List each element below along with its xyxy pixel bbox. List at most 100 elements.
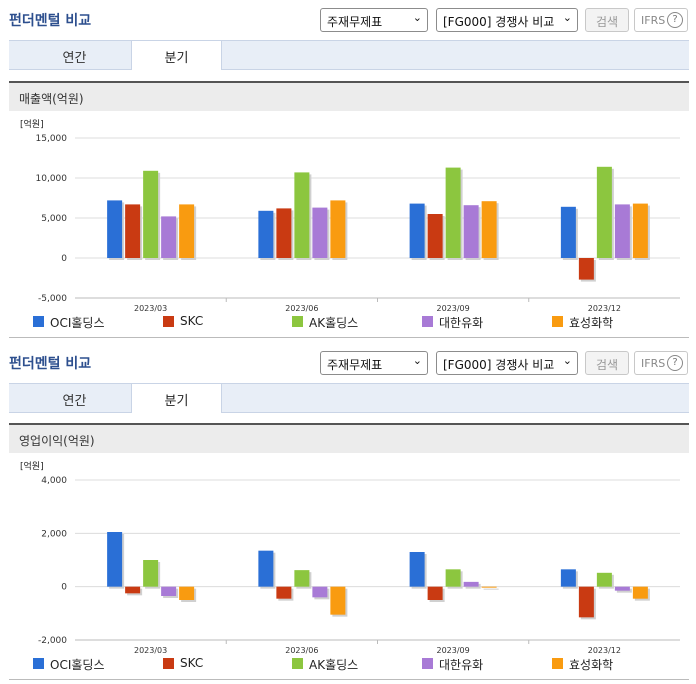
bar-oci-2[interactable] [409,552,425,587]
bar-skc-3[interactable] [578,258,594,280]
bar-oci-2[interactable] [409,203,425,258]
bar-oci-3[interactable] [560,569,576,587]
help-icon: ? [667,12,683,28]
bar-skc-1[interactable] [276,208,292,258]
bar-series-2[interactable] [463,581,479,587]
x-tick-label: 2023/09 [437,304,470,312]
chart-panel-title: 영업이익(억원) [9,423,689,453]
bar-series-1[interactable] [330,200,346,258]
bar-skc-1[interactable] [276,586,292,599]
revenue-bar-chart: [억원] 15,000 10,000 5,000 0 -5,000 2023/03 2023/… [20,118,680,312]
bar-ak-0[interactable] [143,170,159,258]
legend-swatch [33,658,44,669]
legend-label: OCI홀딩스 [50,658,105,672]
bar-skc-0[interactable] [125,586,141,594]
bar-oci-3[interactable] [560,206,576,258]
divider [9,337,689,338]
bar-series-1[interactable] [312,207,328,258]
tab-quarterly[interactable]: 분기 [131,383,222,413]
chevron-down-icon: ⌄ [412,11,422,24]
legend-label: 대한유화 [439,658,484,672]
bar-shadow [616,588,632,593]
y-unit-label: [억원] [20,460,44,472]
ifrs-help-button[interactable]: IFRS ? [634,351,688,375]
bar-skc-2[interactable] [427,586,443,600]
bar-series-3[interactable] [632,203,648,258]
y-tick-label: -2,000 [38,636,67,646]
y-tick-label: 10,000 [36,174,68,184]
ifrs-label: IFRS [641,357,666,370]
bar-ak-1[interactable] [294,172,310,258]
y-tick-label: -5,000 [38,294,67,304]
x-tick-label: 2023/03 [134,646,167,654]
legend-swatch [163,316,174,327]
legend-label: SKC [180,656,204,670]
ifrs-help-button[interactable]: IFRS ? [634,8,688,32]
y-tick-label: 15,000 [36,134,68,144]
period-tabs: 연간 분기 [9,383,689,413]
legend-swatch [422,658,433,669]
tab-annual[interactable]: 연간 [62,394,87,409]
bar-series-2[interactable] [481,586,497,588]
statement-type-select[interactable]: 주재무제표 ⌄ [320,8,428,32]
section-header: 펀더멘털 비교 주재무제표 ⌄ [FG000] 경쟁사 비교 ⌄ 검색 IFRS… [0,0,696,34]
y-tick-label: 4,000 [41,476,67,486]
x-tick-label: 2023/12 [588,304,621,312]
bar-skc-2[interactable] [427,214,443,258]
legend-label: 효성화학 [569,316,614,330]
chart-panel-title: 매출액(억원) [9,81,689,111]
bar-oci-0[interactable] [107,532,123,587]
bar-series-3[interactable] [614,204,630,258]
help-icon: ? [667,355,683,371]
section-title: 펀더멘털 비교 [9,13,92,29]
bar-series-2[interactable] [481,201,497,258]
bar-ak-2[interactable] [445,569,461,587]
legend-swatch [163,658,174,669]
legend-swatch [552,316,563,327]
search-button[interactable]: 검색 [585,8,629,32]
bar-series-2[interactable] [463,205,479,258]
bar-series-0[interactable] [179,586,195,600]
section-title: 펀더멘털 비교 [9,356,92,372]
legend-label: AK홀딩스 [309,316,359,330]
statement-type-value: 주재무제표 [327,15,383,29]
bar-ak-1[interactable] [294,570,310,587]
legend-label: AK홀딩스 [309,658,359,672]
chevron-down-icon: ⌄ [562,11,572,24]
bar-ak-3[interactable] [596,166,612,258]
y-unit-label: [억원] [20,118,44,130]
search-button[interactable]: 검색 [585,351,629,375]
bar-series-0[interactable] [161,216,177,258]
y-tick-label: 5,000 [41,214,67,224]
bar-skc-3[interactable] [578,586,594,618]
x-tick-label: 2023/06 [285,304,318,312]
bar-oci-1[interactable] [258,550,274,587]
bar-series-3[interactable] [614,586,630,591]
bar-oci-0[interactable] [107,200,123,258]
bar-series-1[interactable] [312,586,328,598]
y-tick-label: 2,000 [41,529,67,539]
legend-swatch [292,658,303,669]
bar-series-0[interactable] [179,204,195,258]
peer-group-value: [FG000] 경쟁사 비교 [443,15,555,29]
legend-swatch [292,316,303,327]
tab-annual[interactable]: 연간 [62,51,87,66]
bar-series-0[interactable] [161,586,177,596]
bar-skc-0[interactable] [125,204,141,258]
bar-series-3[interactable] [632,586,648,599]
fundamental-section-revenue: 펀더멘털 비교 주재무제표 ⌄ [FG000] 경쟁사 비교 ⌄ 검색 IFRS… [0,0,696,338]
x-tick-label: 2023/12 [588,646,621,654]
peer-group-select[interactable]: [FG000] 경쟁사 비교 ⌄ [436,351,578,375]
bar-ak-2[interactable] [445,167,461,258]
tab-quarterly[interactable]: 분기 [131,40,222,70]
bar-series-1[interactable] [330,586,346,615]
bar-ak-0[interactable] [143,560,159,587]
legend-swatch [552,658,563,669]
bar-oci-1[interactable] [258,210,274,258]
chevron-down-icon: ⌄ [562,354,572,367]
peer-group-select[interactable]: [FG000] 경쟁사 비교 ⌄ [436,8,578,32]
ifrs-label: IFRS [641,14,666,27]
statement-type-select[interactable]: 주재무제표 ⌄ [320,351,428,375]
legend-label: 효성화학 [569,658,614,672]
bar-ak-3[interactable] [596,572,612,587]
